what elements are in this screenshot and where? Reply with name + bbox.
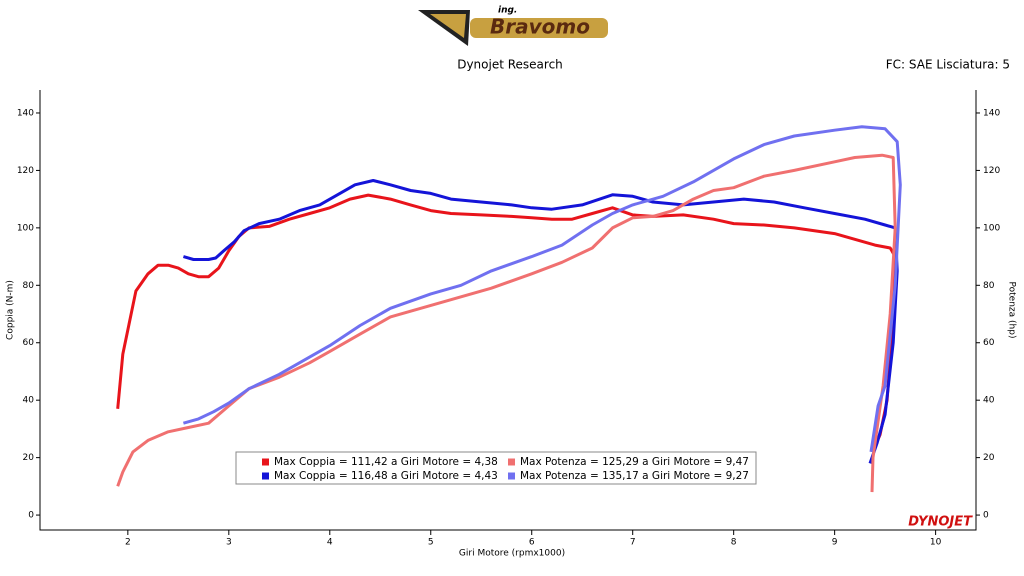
legend-label: Max Potenza = 135,17 a Giri Motore = 9,2… xyxy=(520,470,749,482)
logo-small: ing. xyxy=(498,6,517,16)
y2-tick-label: 40 xyxy=(983,396,995,406)
y2-tick-label: 20 xyxy=(983,453,995,463)
logo: ing. Bravomo xyxy=(418,6,608,46)
y2-tick-label: 80 xyxy=(983,281,995,291)
x-tick-label: 9 xyxy=(832,538,838,548)
legend-swatch xyxy=(262,458,269,466)
x-tick-label: 4 xyxy=(327,538,333,548)
x-tick-label: 2 xyxy=(125,538,131,548)
y2-axis-label: Potenza (hp) xyxy=(1007,282,1017,339)
y-tick-label: 80 xyxy=(23,281,35,291)
y-tick-label: 140 xyxy=(17,108,34,118)
y2-tick-label: 140 xyxy=(983,108,1000,118)
logo-band xyxy=(470,18,608,38)
series-line xyxy=(182,125,902,453)
axes xyxy=(39,90,977,531)
y2-tick-label: 100 xyxy=(983,223,1000,233)
x-tick-label: 3 xyxy=(226,538,232,548)
y-tick-label: 0 xyxy=(28,511,34,521)
legend-label: Max Coppia = 111,42 a Giri Motore = 4,38 xyxy=(274,456,498,468)
legend-swatch xyxy=(508,458,515,466)
y-tick-label: 40 xyxy=(23,396,35,406)
chart-subtitle: FC: SAE Lisciatura: 5 xyxy=(886,58,1010,72)
x-tick-label: 5 xyxy=(428,538,434,548)
series-line xyxy=(116,193,897,453)
series-line xyxy=(182,179,899,464)
y-tick-label: 120 xyxy=(17,166,34,176)
y-tick-label: 100 xyxy=(17,223,34,233)
watermark: DYNOJET xyxy=(908,515,973,530)
x-tick-label: 8 xyxy=(731,538,737,548)
logo-flag-accent xyxy=(430,14,466,38)
legend: Max Coppia = 111,42 a Giri Motore = 4,38… xyxy=(235,451,757,485)
chart-title: Dynojet Research xyxy=(457,58,563,72)
legend-swatch xyxy=(508,472,515,480)
legend-box xyxy=(235,451,757,485)
x-axis-label: Giri Motore (rpmx1000) xyxy=(459,549,565,559)
series-line xyxy=(116,153,897,493)
logo-text: Bravomo xyxy=(490,15,590,39)
y-axis-label: Coppia (N-m) xyxy=(6,280,16,340)
legend-label: Max Potenza = 125,29 a Giri Motore = 9,4… xyxy=(520,456,749,468)
y-tick-label: 60 xyxy=(23,338,35,348)
y-tick-label: 20 xyxy=(23,453,35,463)
legend-swatch xyxy=(262,472,269,480)
y2-tick-label: 60 xyxy=(983,338,995,348)
x-tick-label: 6 xyxy=(529,538,535,548)
legend-label: Max Coppia = 116,48 a Giri Motore = 4,43 xyxy=(274,470,498,482)
x-tick-label: 7 xyxy=(630,538,636,548)
y2-tick-label: 0 xyxy=(983,511,989,521)
y2-tick-label: 120 xyxy=(983,166,1000,176)
x-tick-label: 10 xyxy=(930,538,942,548)
